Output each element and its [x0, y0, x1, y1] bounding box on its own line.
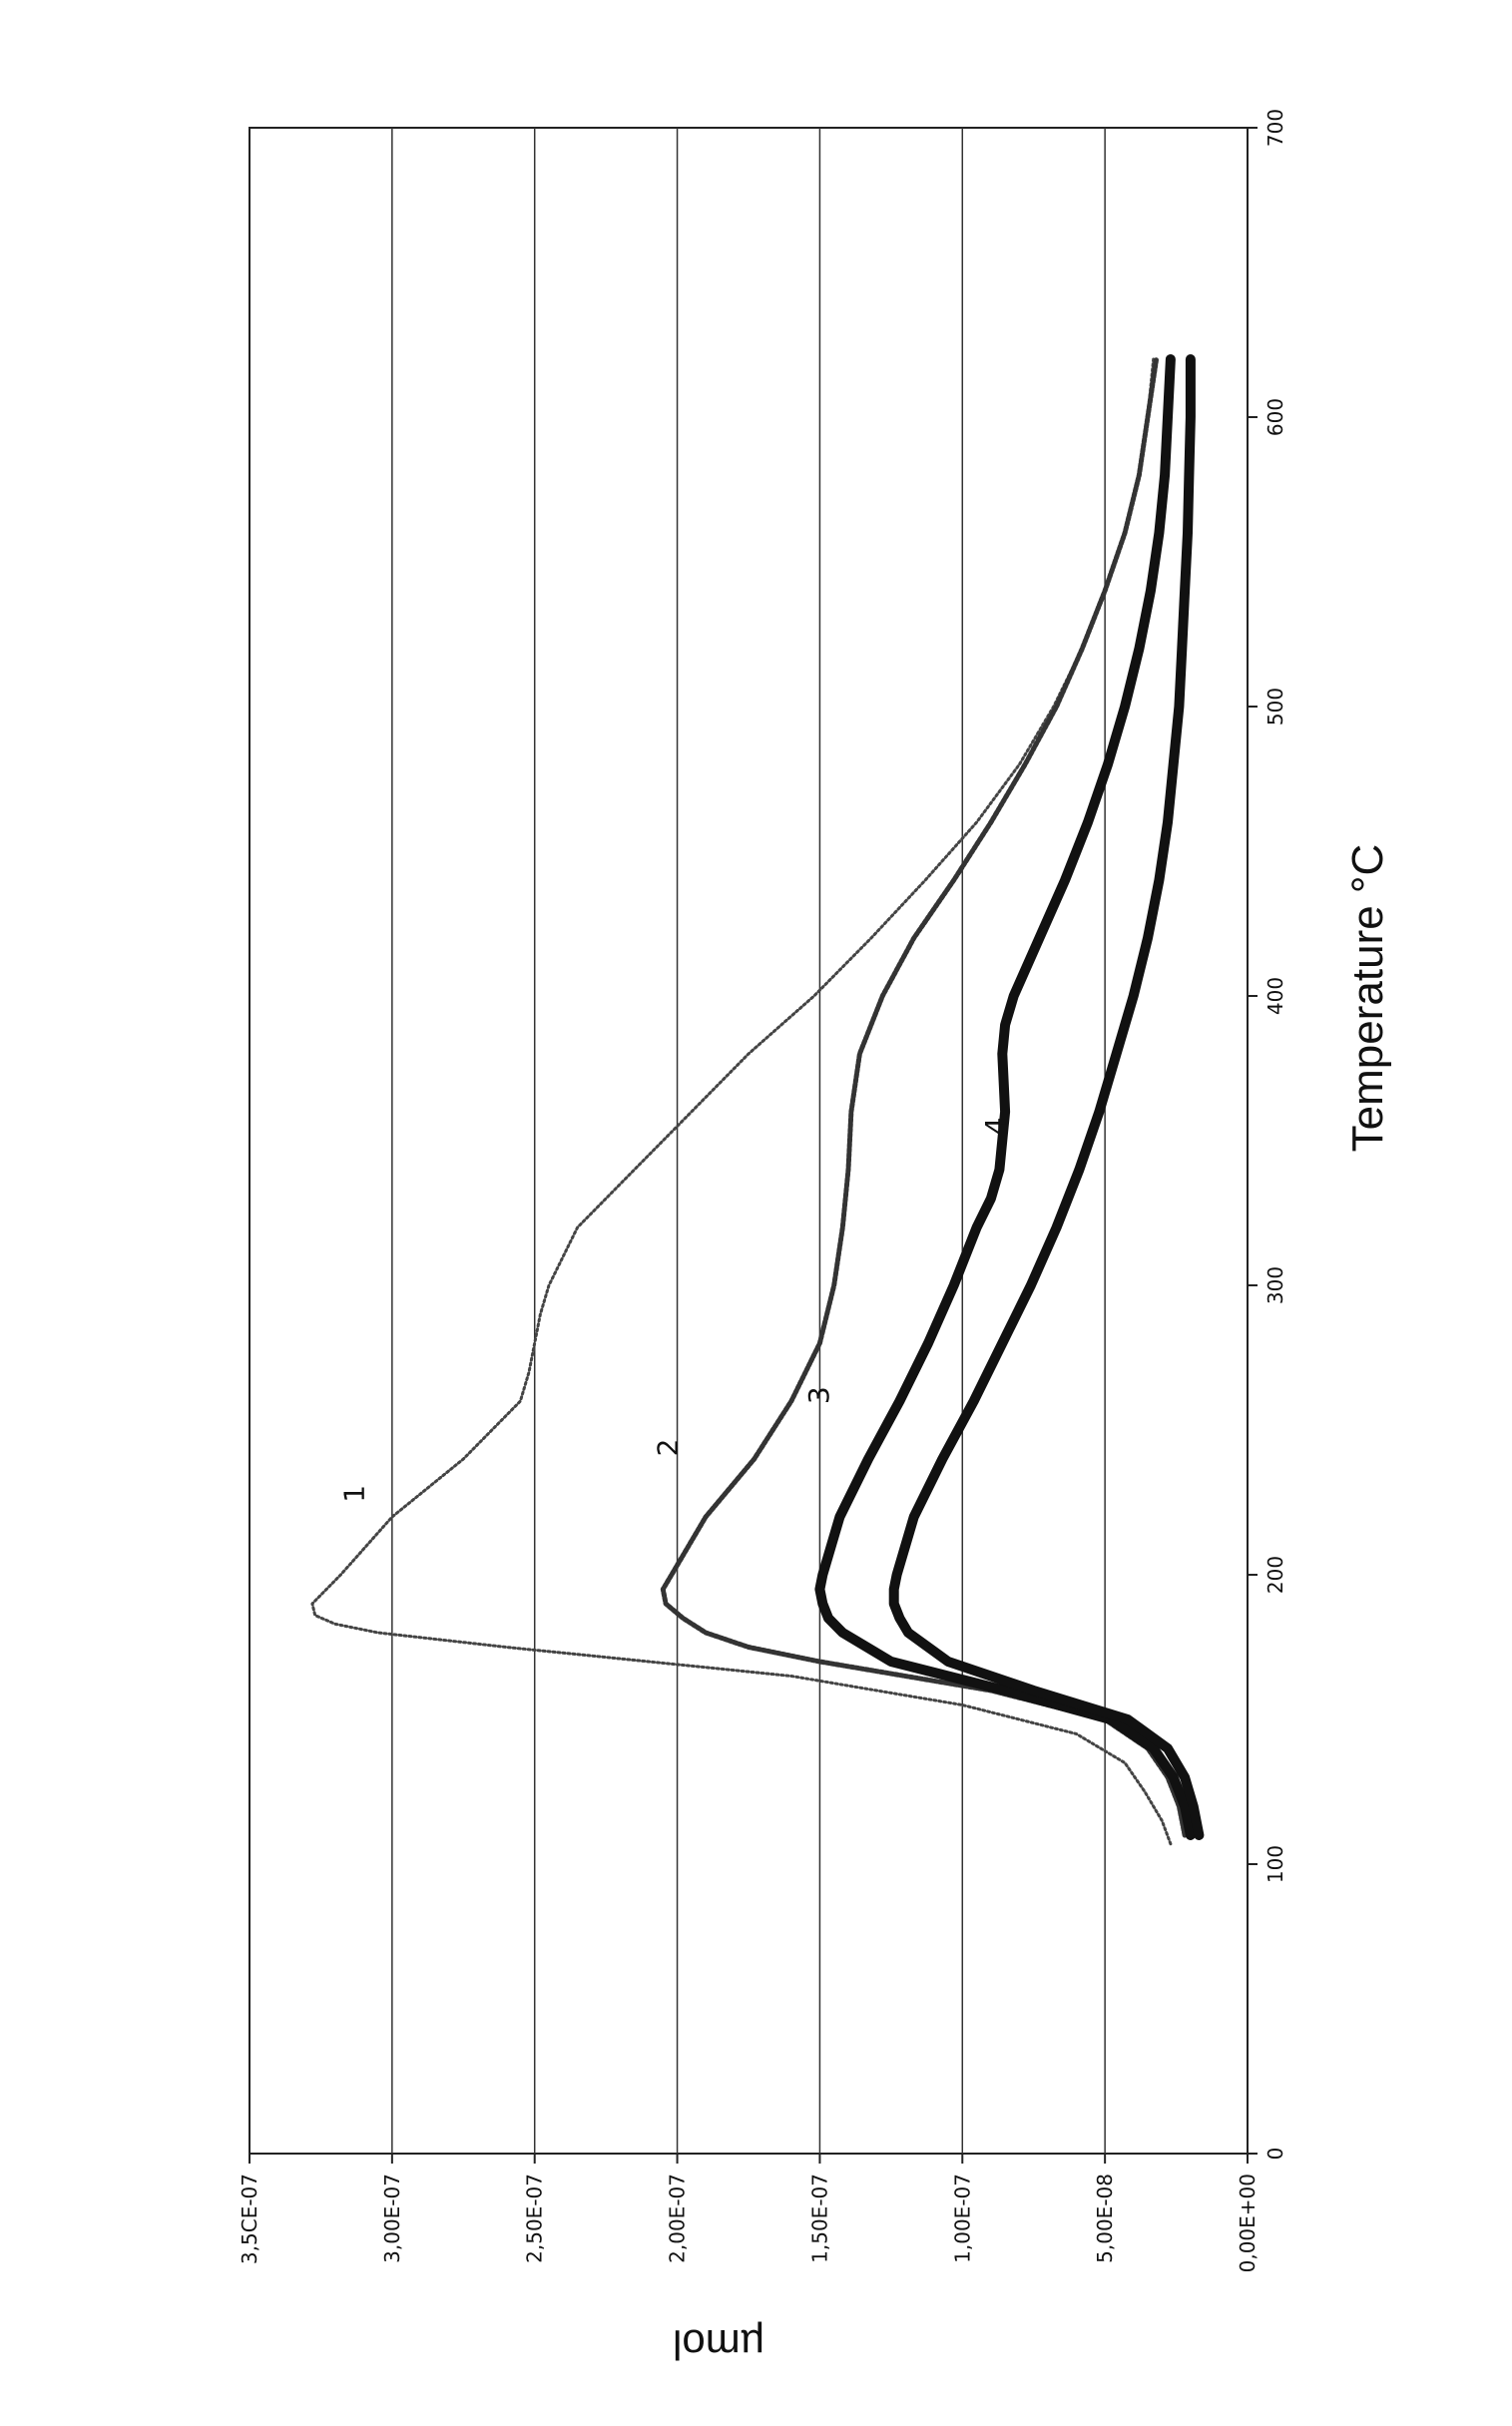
y-tick-label: 3,5CE-07: [238, 2174, 261, 2264]
plot-frame: [250, 128, 1248, 2154]
series-label-4: 4: [979, 1118, 1012, 1136]
y-axis-label: µmol: [673, 2321, 764, 2368]
x-axis-label: Temperature °C: [1343, 844, 1392, 1153]
y-tick-label: 2,00E-07: [666, 2174, 690, 2263]
y-tick-label: 5,00E-08: [1093, 2174, 1117, 2263]
series-label-2: 2: [652, 1438, 685, 1456]
y-tick-label: 1,00E-07: [950, 2174, 974, 2263]
y-tick-label: 2,50E-07: [523, 2174, 547, 2263]
x-axis: 0 100 200 300 400 500 600 700: [1248, 109, 1287, 2160]
series-line-1: [312, 359, 1171, 1844]
x-tick-label: 700: [1263, 109, 1287, 147]
series-label-1: 1: [337, 1485, 370, 1503]
x-tick-label: 400: [1263, 977, 1287, 1015]
y-axis: 0,00E+00 5,00E-08 1,00E-07 1,50E-07 2,00E-07…: [238, 2154, 1260, 2272]
x-tick-label: 600: [1263, 398, 1287, 436]
x-tick-label: 200: [1263, 1556, 1287, 1594]
series-line-3: [819, 359, 1191, 1835]
y-tick-label: 1,50E-07: [807, 2174, 831, 2263]
x-tick-label: 300: [1263, 1266, 1287, 1304]
x-tick-label: 100: [1263, 1845, 1287, 1883]
y-tick-label: 3,00E-07: [380, 2174, 404, 2263]
series-group: [312, 359, 1200, 1844]
series-label-3: 3: [802, 1386, 835, 1404]
x-tick-label: 0: [1263, 2148, 1287, 2161]
series-labels: 1 2 3 4: [337, 1118, 1012, 1503]
y-tick-label: 0,00E+00: [1236, 2174, 1260, 2272]
x-tick-label: 500: [1263, 688, 1287, 726]
